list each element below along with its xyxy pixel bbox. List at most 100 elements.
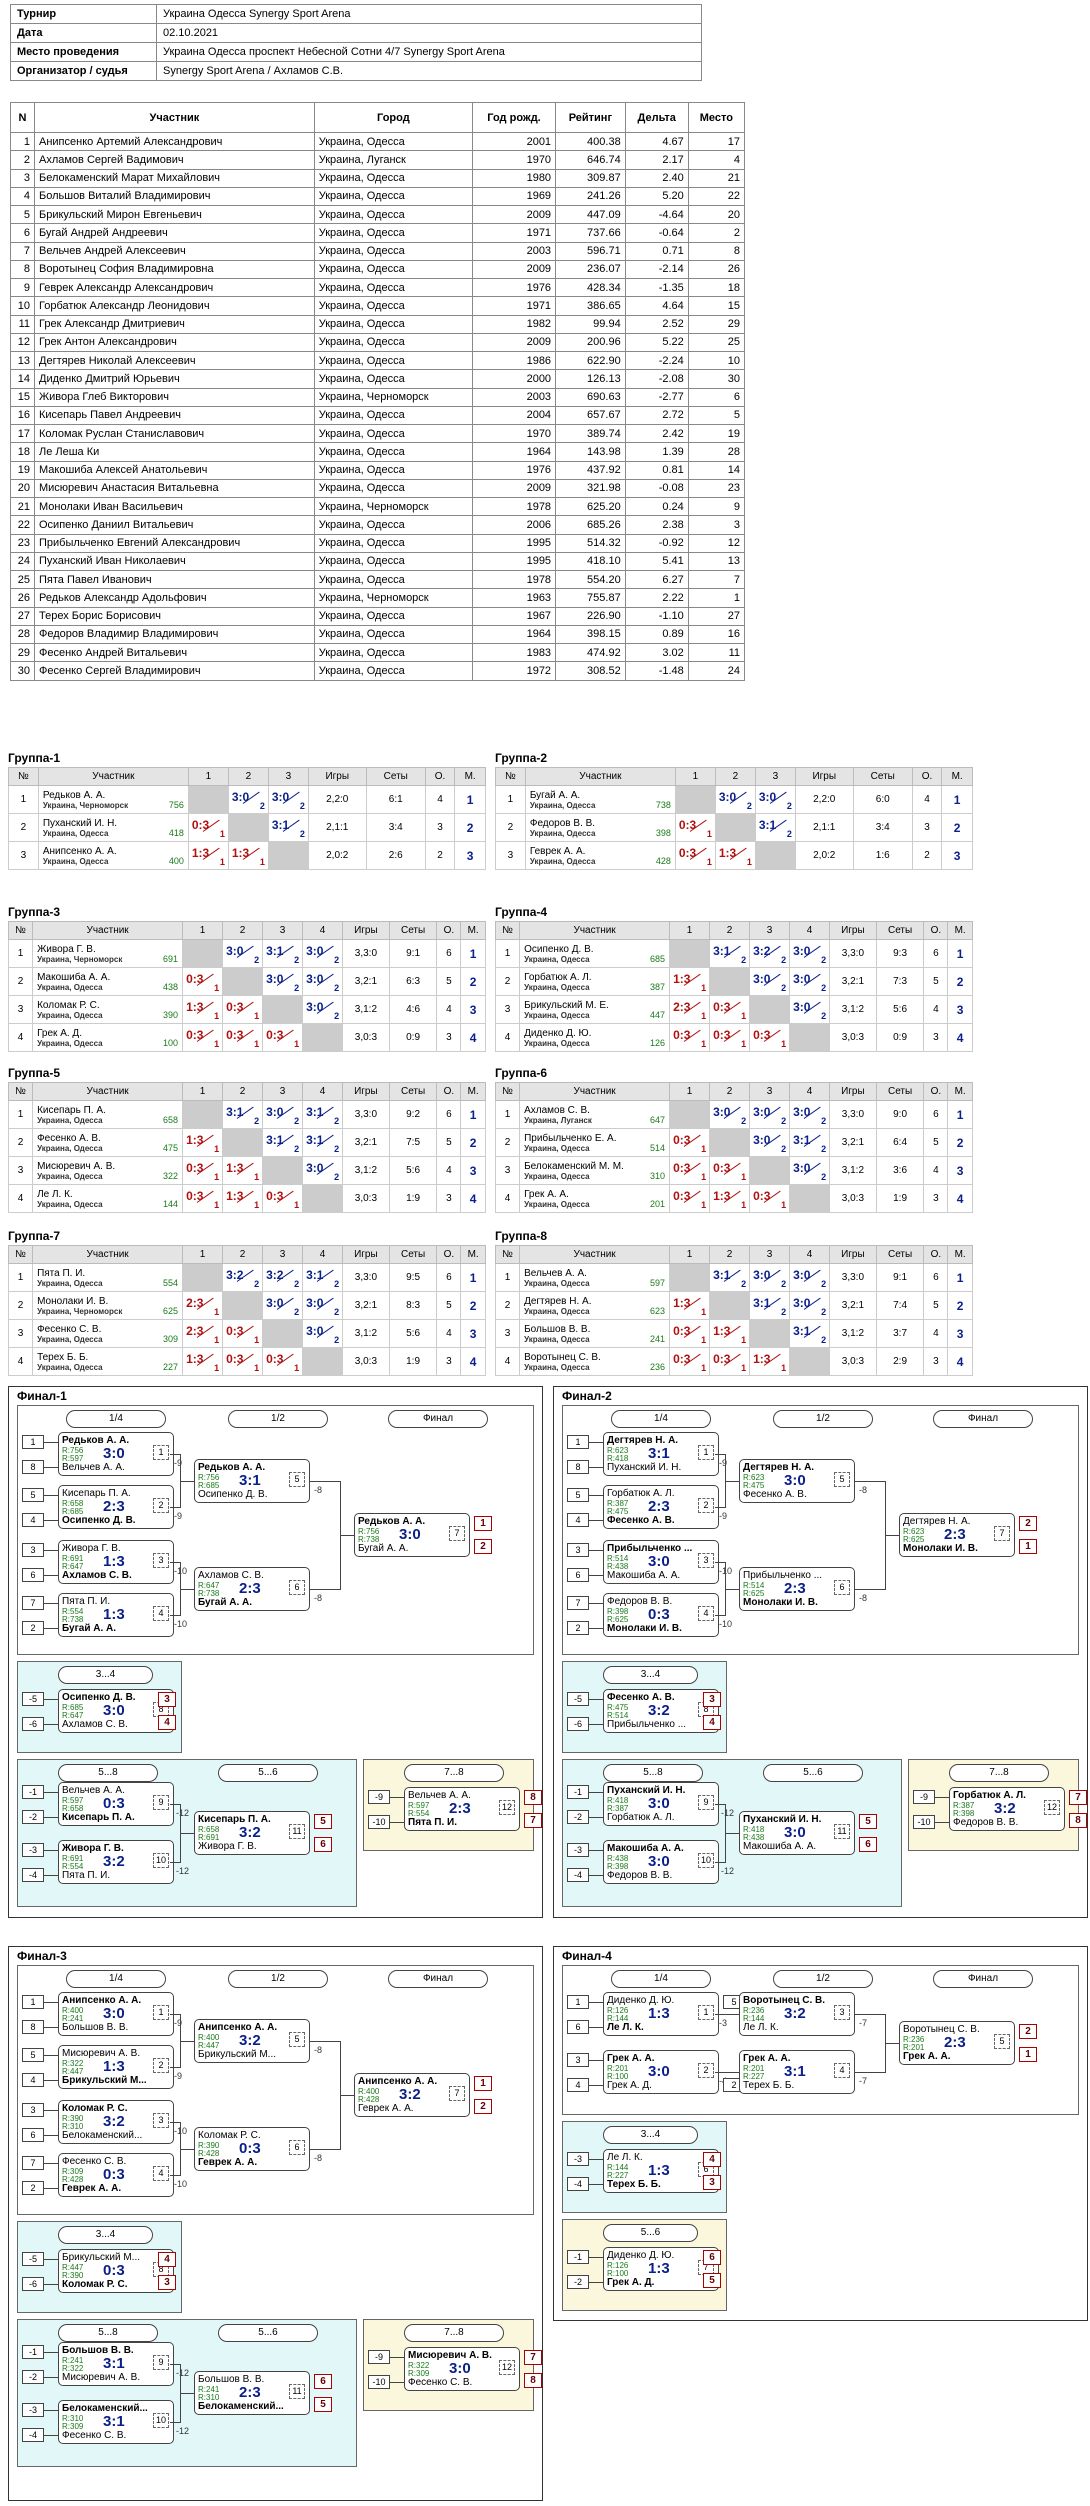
group-points: 5 [923, 967, 949, 996]
participants-header-cell: Год рожд. [471, 102, 557, 133]
participant-cell: Коломак Руслан Станиславович [34, 423, 315, 444]
participant-cell: 418.10 [555, 551, 626, 572]
player-name: Ахламов С. В. [524, 1104, 590, 1116]
round-header: 5...8 [58, 2324, 158, 2342]
group-place: 1 [947, 1263, 973, 1292]
match-rating-b: R:691 [198, 1833, 220, 1842]
participants-header-cell: Дельта [624, 102, 689, 133]
round-header: Финал [388, 1970, 488, 1988]
score-points: 2 [334, 955, 340, 965]
participant-cell: Ле Леша Ки [34, 442, 315, 462]
bracket-line [44, 2410, 58, 2411]
player-name: Мисюревич А. В. [37, 1160, 116, 1172]
group-score-cell: 0:3 1 [262, 1184, 304, 1213]
score-value: 0:3 [678, 846, 697, 860]
group-score-cell: 1:3 1 [187, 841, 229, 870]
match-player-b: Ле Л. К. [607, 2022, 644, 2033]
group-player: Анипсенко А. А. Украина, Одесса 400 [37, 841, 189, 870]
loser-label: -12 [721, 1866, 735, 1876]
match-number: 2 [153, 1498, 169, 1513]
score-value: 0:3 [226, 1028, 244, 1042]
match-rating-a: R:658 [62, 1499, 84, 1508]
bracket-line [715, 1862, 725, 1863]
participant-cell: -2.77 [624, 387, 689, 407]
player-name: Диденко Д. Ю. [524, 1027, 592, 1039]
group-points: 3 [923, 1184, 949, 1213]
group-diagonal-cell [222, 1128, 264, 1157]
match-score: 3:2 [103, 1853, 125, 1870]
score-points: 1 [254, 1200, 260, 1210]
group-row-number: 4 [494, 1023, 521, 1052]
match-rating-a: R:623 [607, 1446, 629, 1455]
participant-cell: 99.94 [555, 314, 626, 334]
group-sets: 2:6 [365, 841, 426, 870]
score-value: 1:3 [226, 1161, 244, 1175]
player-city: Украина, Одесса [37, 1038, 103, 1048]
match-player-a: Белокаменский... [62, 2403, 148, 2414]
group-diagonal-cell [669, 1100, 711, 1129]
group-score-cell: 0:3 1 [709, 1347, 751, 1376]
group-place: 2 [947, 967, 973, 996]
match-rating-a: R:322 [62, 2059, 84, 2068]
seed-box: -4 [567, 2177, 589, 2191]
group-score-cell: 3:0 2 [789, 1291, 831, 1320]
group-score-cell: 0:3 1 [669, 1184, 711, 1213]
seed-box: -10 [368, 1815, 390, 1829]
score-value: 0:3 [266, 1028, 284, 1042]
participant-cell: 8 [687, 241, 746, 261]
match-rating-a: R:647 [198, 1580, 220, 1590]
score-points: 2 [781, 1116, 787, 1126]
participant-cell: Белокаменский Марат Михайлович [34, 168, 315, 188]
match-box: Анипсенко А. А. R:400 R:241 3:0 1 Большов В. … [58, 1992, 174, 2036]
participant-cell: 30 [10, 661, 35, 681]
match-rating-a: R:400 [62, 2006, 84, 2015]
group-score-cell: 1:3 1 [714, 841, 756, 870]
participant-cell: Украина, Одесса [313, 642, 473, 663]
place-box: 8 [524, 1790, 542, 1805]
participant-cell: 755.87 [555, 588, 626, 608]
match-player-a: Коломак Р. С. [62, 2103, 128, 2114]
seed-box: -9 [913, 1790, 935, 1804]
group-row-number: 1 [494, 1100, 521, 1129]
participant-cell: 19 [10, 460, 35, 480]
group-header-cell: М. [460, 921, 486, 940]
place-box: 2 [1019, 2024, 1037, 2039]
seed-box: -6 [567, 1717, 589, 1731]
match-box: Вельчев А. А. R:597 R:554 2:3 12 Пята П. И. [404, 1787, 520, 1831]
match-player-b: Пята П. И. [408, 1817, 457, 1828]
group-points: 6 [436, 1100, 462, 1129]
match-rating-a: R:756 [358, 1526, 380, 1536]
score-value: 3:0 [306, 1000, 324, 1014]
group-games: 2,1:1 [794, 813, 854, 842]
group-points: 3 [436, 1023, 462, 1052]
participant-row: 16 Кисепарь Павел Андреевич Украина, Одесс… [10, 405, 746, 426]
score-points: 2 [334, 1116, 340, 1126]
bracket-line [589, 1575, 603, 1576]
match-box: Кисепарь П. А. R:658 R:685 2:3 2 Осипенко Д. … [58, 1485, 174, 1529]
match-rating-b: R:428 [62, 2175, 84, 2184]
match-rating-b: R:310 [62, 2122, 84, 2131]
score-points: 2 [821, 983, 827, 993]
group-diagonal-cell [674, 785, 716, 814]
group-header-cell: О. [436, 1245, 462, 1264]
match-player-b: Пята П. И. [62, 1870, 111, 1881]
score-value: 3:0 [306, 972, 324, 986]
seed-box: -1 [22, 2345, 44, 2359]
participant-cell: Украина, Одесса [313, 131, 473, 152]
group-row-number: 1 [7, 939, 34, 968]
group-row: 1 Кисепарь П. А. Украина, Одесса 658 3:1 2 3:0… [7, 1100, 486, 1129]
score-value: 0:3 [226, 1352, 244, 1366]
bracket-line [885, 1534, 899, 1536]
group-grid: № Участник 1 2 3 Игры Сеты О. М. 1 Редьков А. А. Ук… [8, 767, 486, 870]
seed-box: 5 [22, 2048, 44, 2062]
participant-cell: 690.63 [555, 387, 626, 407]
group-diagonal-cell [227, 813, 269, 842]
participant-cell: -1.10 [624, 606, 689, 626]
group-header-row: № Участник 1 2 3 4 Игры Сеты О. М. [7, 921, 486, 940]
match-rating-b: R:738 [62, 1615, 84, 1624]
group-row-number: 1 [7, 1263, 34, 1292]
seed-box: -10 [913, 1815, 935, 1829]
player-rating: 398 [655, 828, 671, 838]
group-score-cell: 2:3 1 [182, 1291, 224, 1320]
match-rating-b: R:447 [198, 2040, 220, 2050]
